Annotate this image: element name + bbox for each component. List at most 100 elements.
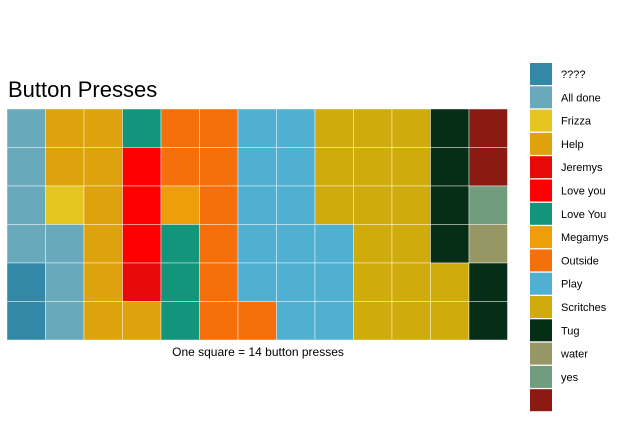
waffle-square-scritches bbox=[314, 147, 354, 187]
legend-key-all-done bbox=[530, 86, 552, 109]
waffle-square-scritches bbox=[353, 185, 393, 225]
waffle-square-love-you bbox=[122, 185, 162, 225]
waffle-square-help bbox=[45, 147, 85, 187]
waffle-square-all-done bbox=[45, 301, 85, 341]
waffle-square-play bbox=[276, 185, 316, 225]
waffle-square-outside bbox=[199, 108, 239, 148]
waffle-square-love-you bbox=[160, 301, 200, 341]
waffle-square-play bbox=[276, 224, 316, 264]
waffle-grid bbox=[6, 108, 508, 341]
waffle-square-play bbox=[314, 262, 354, 302]
waffle-square-scritches bbox=[391, 108, 431, 148]
legend-key-love-you bbox=[530, 179, 552, 202]
waffle-square-tug bbox=[430, 224, 470, 264]
waffle-square-help bbox=[45, 108, 85, 148]
waffle-square-help bbox=[83, 108, 123, 148]
legend-key-yes bbox=[530, 365, 552, 388]
legend-key-water bbox=[530, 342, 552, 365]
waffle-square-tug bbox=[430, 147, 470, 187]
waffle-square-scritches bbox=[353, 147, 393, 187]
waffle-square-play bbox=[276, 147, 316, 187]
waffle-square-blank bbox=[468, 147, 508, 187]
waffle-square-outside bbox=[199, 224, 239, 264]
waffle-square-unknown bbox=[6, 262, 46, 302]
waffle-square-all-done bbox=[6, 108, 46, 148]
waffle-square-all-done bbox=[6, 224, 46, 264]
waffle-square-play bbox=[237, 147, 277, 187]
waffle-square-play bbox=[314, 224, 354, 264]
waffle-square-jeremys bbox=[122, 262, 162, 302]
waffle-square-play bbox=[276, 301, 316, 341]
legend: ???? All done Frizza Help Jeremys Love you Lov… bbox=[530, 63, 609, 412]
waffle-square-outside bbox=[199, 301, 239, 341]
legend-label-outside: Outside bbox=[561, 255, 599, 267]
waffle-square-scritches bbox=[391, 262, 431, 302]
waffle-square-help bbox=[83, 262, 123, 302]
waffle-square-all-done bbox=[45, 224, 85, 264]
legend-key-tug bbox=[530, 319, 552, 342]
legend-label-all-done: All done bbox=[561, 92, 601, 104]
waffle-square-scritches bbox=[353, 108, 393, 148]
waffle-square-outside bbox=[199, 185, 239, 225]
legend-key-help bbox=[530, 132, 552, 155]
waffle-square-help bbox=[83, 185, 123, 225]
waffle-square-scritches bbox=[430, 301, 470, 341]
legend-key-frizza bbox=[530, 109, 552, 132]
waffle-square-tug bbox=[468, 262, 508, 302]
waffle-square-love-you bbox=[160, 224, 200, 264]
waffle-square-outside bbox=[199, 147, 239, 187]
waffle-square-help bbox=[83, 301, 123, 341]
waffle-square-love-you bbox=[122, 224, 162, 264]
waffle-square-water bbox=[468, 224, 508, 264]
waffle-square-outside bbox=[199, 262, 239, 302]
legend-label-scritches: Scritches bbox=[561, 302, 607, 314]
waffle-square-all-done bbox=[6, 185, 46, 225]
waffle-square-megamys bbox=[160, 185, 200, 225]
legend-label-yes: yes bbox=[561, 372, 579, 384]
chart-title: Button Presses bbox=[8, 77, 157, 102]
legend-label-megamys: Megamys bbox=[561, 232, 609, 244]
legend-key-scritches bbox=[530, 296, 552, 318]
legend-label-help: Help bbox=[561, 139, 584, 151]
waffle-square-scritches bbox=[314, 185, 354, 225]
legend-label-love-you: Love You bbox=[561, 209, 606, 221]
waffle-square-scritches bbox=[391, 224, 431, 264]
waffle-square-outside bbox=[237, 301, 277, 341]
legend-key-jeremys bbox=[530, 156, 552, 179]
legend-key-play bbox=[530, 272, 552, 295]
waffle-square-tug bbox=[468, 301, 508, 341]
waffle-square-outside bbox=[160, 147, 200, 187]
legend-label-play: Play bbox=[561, 279, 583, 291]
waffle-square-play bbox=[276, 262, 316, 302]
waffle-square-help bbox=[122, 301, 162, 341]
waffle-square-yes bbox=[468, 185, 508, 225]
waffle-square-play bbox=[237, 108, 277, 148]
legend-label-water: water bbox=[560, 349, 588, 361]
waffle-square-tug bbox=[430, 108, 470, 148]
waffle-square-play bbox=[237, 262, 277, 302]
legend-label-tug: Tug bbox=[561, 325, 580, 337]
waffle-square-scritches bbox=[353, 262, 393, 302]
waffle-square-tug bbox=[430, 185, 470, 225]
waffle-square-unknown bbox=[6, 301, 46, 341]
waffle-square-scritches bbox=[430, 262, 470, 302]
legend-key-unknown bbox=[530, 63, 552, 85]
legend-key-blank bbox=[530, 389, 552, 412]
waffle-square-help bbox=[83, 224, 123, 264]
legend-key-love-you bbox=[530, 202, 552, 225]
legend-label-jeremys: Jeremys bbox=[561, 162, 603, 174]
waffle-square-scritches bbox=[391, 147, 431, 187]
waffle-square-outside bbox=[160, 108, 200, 148]
waffle-square-blank bbox=[468, 108, 508, 148]
waffle-square-play bbox=[276, 108, 316, 148]
waffle-square-help bbox=[83, 147, 123, 187]
waffle-square-scritches bbox=[353, 224, 393, 264]
legend-key-megamys bbox=[530, 226, 552, 249]
waffle-square-love-you bbox=[160, 262, 200, 302]
legend-label-unknown: ???? bbox=[561, 69, 585, 81]
waffle-square-scritches bbox=[391, 185, 431, 225]
waffle-square-love-you bbox=[122, 147, 162, 187]
legend-label-love-you: Love you bbox=[561, 186, 606, 198]
legend-label-frizza: Frizza bbox=[561, 116, 592, 128]
